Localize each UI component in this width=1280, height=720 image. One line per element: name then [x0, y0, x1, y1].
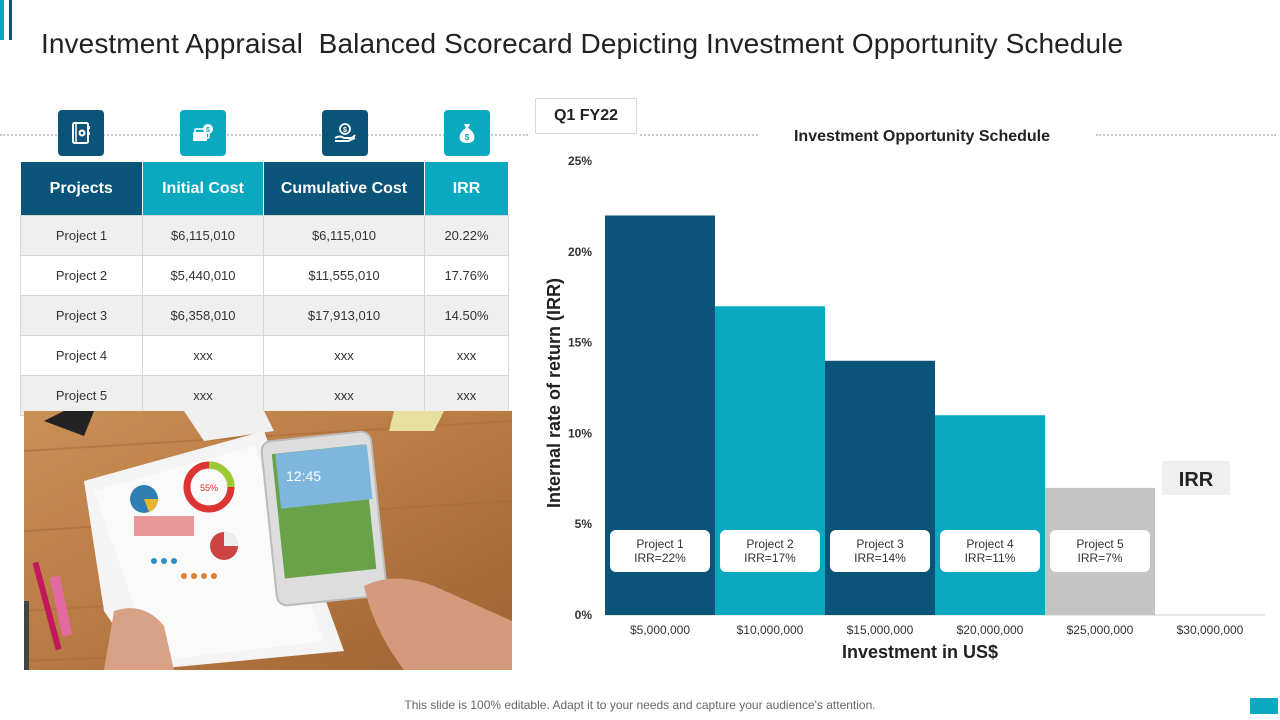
x-tick-label: $20,000,000: [957, 623, 1024, 637]
cell-initial-cost: xxx: [142, 375, 264, 416]
svg-text:12:45: 12:45: [286, 468, 321, 484]
bar-label-project: Project 4: [966, 537, 1014, 551]
header-irr: IRR: [424, 162, 509, 216]
bar-label-project: Project 1: [636, 537, 684, 551]
corner-accent: [1250, 698, 1278, 714]
bar-label-box: [720, 530, 820, 572]
bar-label-box: [1050, 530, 1150, 572]
y-tick-label: 5%: [575, 517, 593, 531]
bar-label-project: Project 3: [856, 537, 904, 551]
bar-label-irr: IRR=7%: [1077, 551, 1122, 565]
y-tick-label: 25%: [568, 154, 592, 168]
bar-label-irr: IRR=11%: [965, 551, 1016, 565]
page-title: Investment Appraisal Balanced Scorecard …: [41, 28, 1124, 59]
table-row: Project 1 $6,115,010 $6,115,010 20.22%: [20, 215, 509, 256]
table-row: Project 2 $5,440,010 $11,555,010 17.76%: [20, 255, 509, 296]
y-axis-title: Internal rate of return (IRR): [544, 278, 564, 508]
cell-project: Project 5: [20, 375, 143, 416]
x-tick-label: $25,000,000: [1067, 623, 1134, 637]
cell-project: Project 1: [20, 215, 143, 256]
desk-photo: 55% 12:45: [24, 411, 512, 670]
svg-text:$: $: [465, 133, 470, 142]
divider-left: [0, 134, 528, 136]
cell-cumulative-cost: $17,913,010: [263, 295, 425, 336]
legend-box: [1162, 461, 1230, 495]
money-bag-icon: $: [444, 110, 490, 156]
x-tick-label: $5,000,000: [630, 623, 690, 637]
bar-label-irr: IRR=22%: [634, 551, 686, 565]
money-stack-icon: $: [180, 110, 226, 156]
cell-project: Project 3: [20, 295, 143, 336]
cell-cumulative-cost: xxx: [263, 335, 425, 376]
cell-irr: 14.50%: [424, 295, 509, 336]
period-badge: Q1 FY22: [535, 98, 637, 134]
y-tick-label: 15%: [568, 336, 592, 350]
legend-label: IRR: [1179, 469, 1214, 491]
cell-initial-cost: $5,440,010: [142, 255, 264, 296]
cell-initial-cost: $6,358,010: [142, 295, 264, 336]
bar-label-project: Project 5: [1076, 537, 1124, 551]
bar-label-irr: IRR=17%: [744, 551, 796, 565]
bar-label-box: [830, 530, 930, 572]
cell-irr: xxx: [424, 335, 509, 376]
y-tick-label: 0%: [575, 608, 593, 622]
bar-label-box: [940, 530, 1040, 572]
cell-irr: xxx: [424, 375, 509, 416]
cell-irr: 17.76%: [424, 255, 509, 296]
hand-money-icon: $: [322, 110, 368, 156]
x-tick-label: $30,000,000: [1177, 623, 1244, 637]
cell-project: Project 2: [20, 255, 143, 296]
bar-label-box: [610, 530, 710, 572]
cell-cumulative-cost: $11,555,010: [263, 255, 425, 296]
cell-irr: 20.22%: [424, 215, 509, 256]
table-header-row: Projects Initial Cost Cumulative Cost IR…: [20, 162, 509, 216]
svg-text:$: $: [206, 127, 210, 134]
header-cumulative-cost: Cumulative Cost: [263, 162, 425, 216]
chart-title: Investment Opportunity Schedule: [793, 128, 1051, 145]
table-row: Project 4 xxx xxx xxx: [20, 335, 509, 376]
divider-right: [1096, 134, 1276, 136]
x-tick-label: $15,000,000: [847, 623, 914, 637]
cell-initial-cost: $6,115,010: [142, 215, 264, 256]
cell-initial-cost: xxx: [142, 335, 264, 376]
cell-cumulative-cost: xxx: [263, 375, 425, 416]
x-axis-title: Investment in US$: [842, 642, 998, 662]
accent-bar-secondary: [9, 0, 12, 40]
y-tick-label: 10%: [568, 426, 592, 440]
cell-project: Project 4: [20, 335, 143, 376]
ledger-icon: [58, 110, 104, 156]
accent-bar: [0, 0, 4, 40]
table-row: Project 3 $6,358,010 $17,913,010 14.50%: [20, 295, 509, 336]
y-tick-label: 20%: [568, 245, 592, 259]
svg-text:55%: 55%: [200, 483, 218, 493]
bar-label-irr: IRR=14%: [854, 551, 906, 565]
header-initial-cost: Initial Cost: [142, 162, 264, 216]
divider-middle: [640, 134, 758, 136]
bar-project-4: [935, 415, 1045, 615]
projects-table: Projects Initial Cost Cumulative Cost IR…: [20, 162, 509, 416]
svg-text:$: $: [343, 127, 347, 134]
table-row: Project 5 xxx xxx xxx: [20, 375, 509, 416]
bar-label-project: Project 2: [746, 537, 794, 551]
header-projects: Projects: [20, 162, 143, 216]
x-tick-label: $10,000,000: [737, 623, 804, 637]
footer-note: This slide is 100% editable. Adapt it to…: [404, 698, 876, 712]
cell-cumulative-cost: $6,115,010: [263, 215, 425, 256]
bar-project-3: [825, 360, 935, 615]
